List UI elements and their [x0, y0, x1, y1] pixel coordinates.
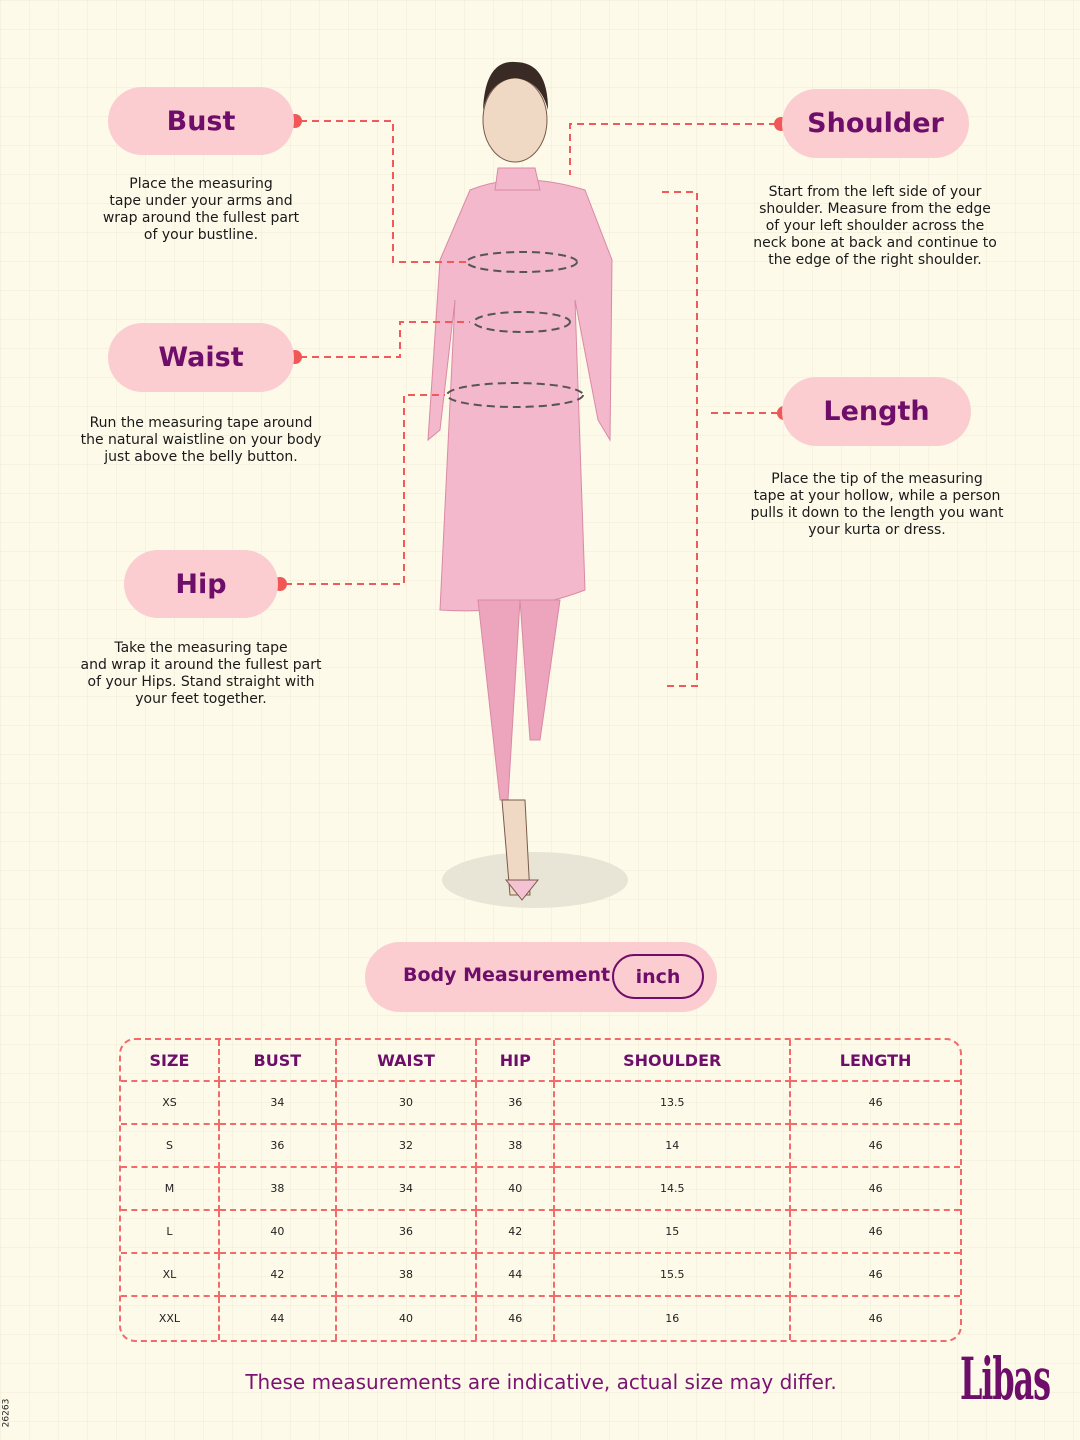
length-label: Length [782, 377, 971, 446]
text-line: your kurta or dress. [808, 522, 946, 538]
table-cell: 36 [336, 1211, 478, 1254]
table-cell: 46 [791, 1254, 960, 1297]
table-cell: 38 [219, 1168, 337, 1211]
text-line: of your Hips. Stand straight with [87, 674, 315, 690]
bust-label: Bust [108, 87, 294, 155]
table-row: L 40 36 42 15 46 [121, 1211, 960, 1254]
table-cell: 14.5 [555, 1168, 792, 1211]
column-header: SHOULDER [555, 1040, 792, 1082]
table-cell: L [121, 1211, 220, 1254]
disclaimer-text: These measurements are indicative, actua… [245, 1370, 837, 1394]
text-line: Take the measuring tape [114, 640, 288, 656]
text-line: Place the tip of the measuring [771, 471, 983, 487]
table-cell: 16 [555, 1297, 792, 1340]
table-cell: S [121, 1125, 220, 1168]
column-header: LENGTH [791, 1040, 960, 1082]
text-line: the edge of the right shoulder. [768, 252, 982, 268]
product-code: 26263 [1, 1398, 12, 1428]
table-cell: 44 [477, 1254, 556, 1297]
table-cell: 46 [791, 1125, 960, 1168]
table-cell: 34 [336, 1168, 478, 1211]
text-line: the natural waistline on your body [80, 432, 322, 448]
text-line: tape at your hollow, while a person [753, 488, 1001, 504]
table-cell: 46 [477, 1297, 556, 1340]
length-description: Place the tip of the measuring tape at y… [732, 471, 1022, 539]
table-cell: XXL [121, 1297, 220, 1340]
table-cell: 42 [477, 1211, 556, 1254]
text-line: pulls it down to the length you want [750, 505, 1004, 521]
table-cell: 46 [868, 1312, 883, 1325]
table-cell: 34 [219, 1082, 337, 1125]
table-cell: 36 [219, 1125, 337, 1168]
table-row: M 38 34 40 14.5 46 [121, 1168, 960, 1211]
text-line: just above the belly button. [104, 449, 298, 465]
table-row: XXL 44 40 46 16 46 [121, 1297, 960, 1340]
hip-description: Take the measuring tape and wrap it arou… [61, 640, 341, 708]
table-header-row: SIZE BUST WAIST HIP SHOULDER LENGTH [121, 1040, 960, 1082]
table-cell: 13.5 [555, 1082, 792, 1125]
text-line: shoulder. Measure from the edge [759, 201, 991, 217]
text-line: of your bustline. [143, 227, 259, 243]
table-cell: 42 [219, 1254, 337, 1297]
table-cell: M [121, 1168, 220, 1211]
table-cell: 14 [555, 1125, 792, 1168]
table-cell: 40 [477, 1168, 556, 1211]
column-header: WAIST [336, 1040, 478, 1082]
table-cell: XS [121, 1082, 220, 1125]
table-cell: 30 [336, 1082, 478, 1125]
waist-description: Run the measuring tape around the natura… [61, 415, 341, 466]
shoulder-label: Shoulder [782, 89, 969, 158]
text-line: wrap around the fullest part [102, 210, 300, 226]
fashion-illustration [273, 61, 791, 908]
size-chart-table: SIZE BUST WAIST HIP SHOULDER LENGTH XS 34… [119, 1038, 962, 1342]
column-header: BUST [219, 1040, 337, 1082]
table-cell: 44 [220, 1297, 337, 1340]
model-figure [427, 61, 628, 908]
text-line: Run the measuring tape around [89, 415, 313, 431]
waist-label: Waist [108, 323, 294, 392]
text-line: tape under your arms and [109, 193, 293, 209]
unit-toggle[interactable]: inch [612, 954, 704, 999]
table-cell: 40 [337, 1297, 478, 1340]
table-cell: 38 [336, 1254, 478, 1297]
shoulder-description: Start from the left side of your shoulde… [735, 184, 1015, 269]
body-measurement-header: Body Measurement inch [365, 942, 717, 1012]
body-measurement-label: Body Measurement [403, 964, 611, 986]
table-cell: 36 [477, 1082, 556, 1125]
table-row: XL 42 38 44 15.5 46 [121, 1254, 960, 1297]
table-cell: 46 [791, 1082, 960, 1125]
column-header: HIP [477, 1040, 556, 1082]
column-header: SIZE [121, 1040, 220, 1082]
table-cell: 46 [791, 1168, 960, 1211]
text-line: Start from the left side of your [768, 184, 982, 200]
table-row: XS 34 30 36 13.5 46 [121, 1082, 960, 1125]
table-cell: 46 [791, 1211, 960, 1254]
table-row: S 36 32 38 14 46 [121, 1125, 960, 1168]
text-line: of your left shoulder across the [765, 218, 985, 234]
table-cell: 15.5 [555, 1254, 792, 1297]
table-cell: 32 [336, 1125, 478, 1168]
table-cell: 15 [555, 1211, 792, 1254]
text-line: Place the measuring [129, 176, 273, 192]
table-cell: 40 [219, 1211, 337, 1254]
bust-description: Place the measuring tape under your arms… [71, 176, 331, 244]
text-line: neck bone at back and continue to [753, 235, 997, 251]
text-line: and wrap it around the fullest part [80, 657, 322, 673]
table-cell: XL [121, 1254, 220, 1297]
table-cell: 38 [477, 1125, 556, 1168]
libas-logo: Libas [960, 1345, 1051, 1413]
text-line: your feet together. [135, 691, 267, 707]
hip-label: Hip [124, 550, 278, 618]
